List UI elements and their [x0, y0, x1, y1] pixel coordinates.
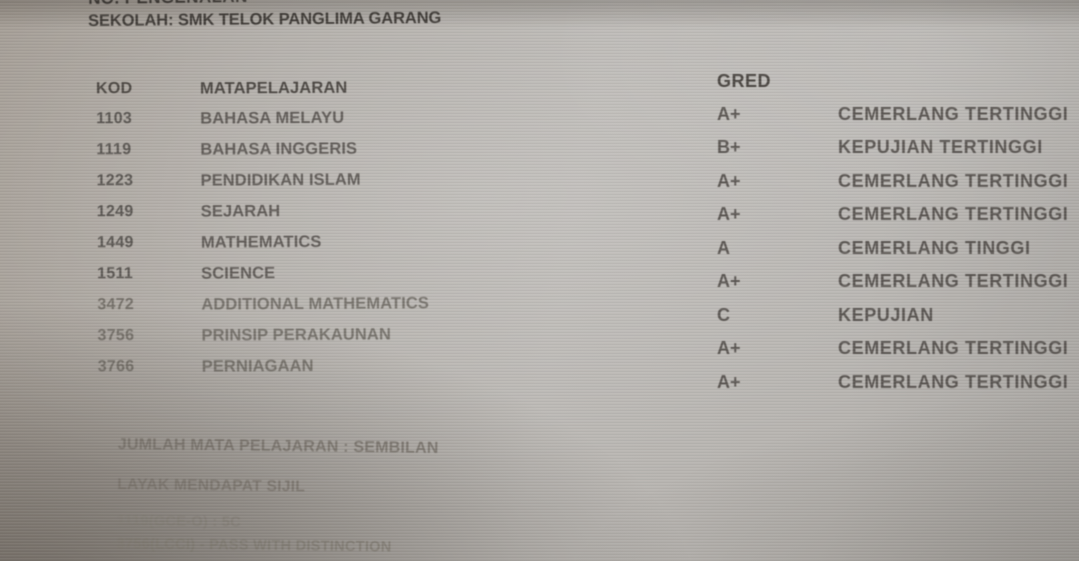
grades-column-block: GRED A+ CEMERLANG TERTINGGI B+ KEPUJIAN …: [717, 0, 1077, 420]
grade-row: A+ CEMERLANG TERTINGGI: [717, 104, 1077, 126]
row-grade: A+: [717, 204, 741, 224]
row-grade-desc: KEPUJIAN TERTINGGI: [838, 137, 1043, 157]
row-grade-desc: CEMERLANG TERTINGGI: [838, 204, 1069, 224]
row-grade-desc: CEMERLANG TERTINGGI: [838, 271, 1069, 291]
grade-row: B+ KEPUJIAN TERTINGGI: [717, 137, 1077, 159]
row-grade: B+: [717, 137, 741, 157]
grade-header-row: GRED: [717, 71, 1077, 93]
row-grade: A+: [717, 271, 741, 291]
row-grade: A+: [717, 338, 741, 358]
row-grade: A+: [717, 171, 741, 191]
row-grade-desc: KEPUJIAN: [838, 305, 934, 325]
grade-row: C KEPUJIAN: [717, 305, 1077, 327]
gce-equivalence-line: 1119(GCE-O) : 5C: [116, 512, 242, 531]
summary-block: JUMLAH MATA PELAJARAN : SEMBILAN LAYAK M…: [116, 0, 723, 561]
grade-row: A+ CEMERLANG TERTINGGI: [717, 271, 1077, 293]
row-grade: C: [717, 305, 730, 325]
row-grade-desc: CEMERLANG TERTINGGI: [838, 171, 1069, 191]
row-grade-desc: CEMERLANG TERTINGGI: [838, 338, 1069, 358]
row-grade: A+: [717, 104, 741, 124]
grade-row: A+ CEMERLANG TERTINGGI: [717, 204, 1077, 226]
row-grade-desc: CEMERLANG TERTINGGI: [838, 372, 1069, 392]
grade-row: A+ CEMERLANG TERTINGGI: [717, 171, 1077, 193]
grade-row: A+ CEMERLANG TERTINGGI: [717, 338, 1077, 360]
row-grade-desc: CEMERLANG TINGGI: [838, 238, 1031, 258]
total-subjects-line: JUMLAH MATA PELAJARAN : SEMBILAN: [117, 435, 439, 457]
row-grade: A: [717, 238, 730, 258]
header-gred: GRED: [717, 71, 772, 91]
row-grade: A+: [717, 372, 741, 392]
lcci-equivalence-line: 3756(LCCI) - PASS WITH DISTINCTION: [116, 535, 392, 556]
certificate-eligibility-line: LAYAK MENDAPAT SIJIL: [117, 475, 306, 496]
grade-row: A+ CEMERLANG TERTINGGI: [717, 372, 1077, 394]
grade-row: A CEMERLANG TINGGI: [717, 238, 1077, 260]
row-grade-desc: CEMERLANG TERTINGGI: [838, 104, 1069, 124]
